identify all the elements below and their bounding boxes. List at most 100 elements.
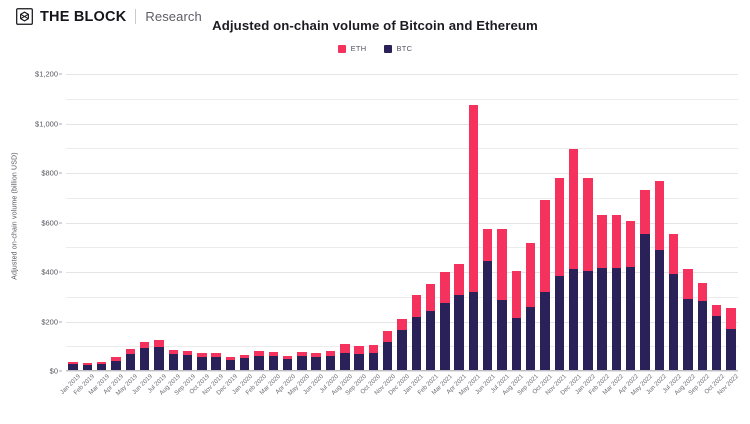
bar-group[interactable] bbox=[297, 351, 307, 371]
hexagon-block-logo-icon bbox=[16, 8, 33, 25]
bar-segment-eth bbox=[697, 282, 707, 302]
bar-segment-btc bbox=[225, 359, 236, 371]
bar-segment-btc bbox=[382, 341, 393, 371]
brand-subtitle: Research bbox=[145, 9, 202, 24]
bar-segment-eth bbox=[583, 178, 593, 271]
bar-segment-eth bbox=[654, 180, 665, 251]
bar-group[interactable] bbox=[611, 214, 622, 371]
x-axis-baseline bbox=[66, 370, 738, 371]
x-axis-labels: Jan 2019 Feb 2019 Mar 2019 Apr 2019 May 2019… bbox=[59, 373, 740, 423]
bar-group[interactable] bbox=[254, 350, 264, 371]
bar-group[interactable] bbox=[497, 229, 507, 371]
bar-group[interactable] bbox=[726, 307, 736, 371]
y-axis-tick-mark bbox=[59, 370, 62, 372]
bar-group[interactable] bbox=[468, 105, 479, 371]
bar-group[interactable] bbox=[168, 349, 178, 371]
bar-group[interactable] bbox=[483, 228, 493, 371]
y-axis-tick-label: $800 bbox=[41, 168, 58, 178]
bar-segment-btc bbox=[454, 295, 464, 371]
bar-group[interactable] bbox=[568, 149, 579, 371]
bar-group[interactable] bbox=[668, 234, 679, 371]
gridline bbox=[66, 197, 738, 199]
bar-segment-eth bbox=[268, 352, 279, 357]
bar-group[interactable] bbox=[68, 361, 78, 371]
y-axis-tick-mark bbox=[59, 271, 62, 273]
bar-group[interactable] bbox=[354, 346, 364, 371]
bar-group[interactable] bbox=[97, 361, 107, 371]
bar-segment-btc bbox=[97, 364, 107, 371]
bar-segment-eth bbox=[82, 362, 93, 366]
bar-group[interactable] bbox=[225, 357, 236, 371]
bar-segment-btc bbox=[297, 356, 307, 371]
gridline bbox=[66, 222, 738, 224]
bar-segment-eth bbox=[626, 221, 636, 267]
bar-group[interactable] bbox=[654, 180, 665, 371]
bar-segment-eth bbox=[497, 229, 507, 300]
bar-group[interactable] bbox=[240, 354, 250, 371]
bar-group[interactable] bbox=[454, 263, 464, 371]
y-axis-tick-label: $0 bbox=[49, 366, 58, 376]
gridline bbox=[66, 296, 738, 298]
bar-group[interactable] bbox=[697, 282, 707, 371]
bar-segment-btc bbox=[497, 299, 507, 371]
bar-group[interactable] bbox=[540, 200, 550, 371]
bar-group[interactable] bbox=[182, 351, 193, 371]
bar-segment-eth bbox=[154, 339, 164, 347]
bar-group[interactable] bbox=[554, 178, 564, 371]
bar-group[interactable] bbox=[397, 319, 407, 371]
legend-item-btc[interactable]: BTC bbox=[383, 44, 413, 53]
bar-group[interactable] bbox=[282, 356, 293, 371]
bar-group[interactable] bbox=[425, 283, 436, 371]
bar-segment-btc bbox=[726, 329, 736, 371]
bar-segment-btc bbox=[483, 261, 493, 371]
bar-segment-eth bbox=[211, 353, 221, 357]
bar-group[interactable] bbox=[211, 353, 221, 371]
bar-group[interactable] bbox=[683, 268, 693, 371]
bar-segment-btc bbox=[197, 356, 207, 371]
bar-segment-eth bbox=[382, 330, 393, 342]
bar-segment-eth bbox=[325, 350, 336, 356]
bar-segment-eth bbox=[368, 345, 379, 353]
bar-group[interactable] bbox=[197, 352, 207, 371]
legend-item-eth[interactable]: ETH bbox=[337, 44, 367, 53]
bar-group[interactable] bbox=[154, 339, 164, 371]
bar-segment-eth bbox=[340, 344, 350, 354]
y-axis-tick-label: $600 bbox=[41, 218, 58, 227]
bar-group[interactable] bbox=[583, 178, 593, 371]
bar-group[interactable] bbox=[311, 352, 321, 371]
bar-group[interactable] bbox=[111, 357, 121, 371]
bar-group[interactable] bbox=[711, 305, 722, 371]
bar-group[interactable] bbox=[626, 221, 636, 371]
bar-group[interactable] bbox=[640, 190, 650, 371]
bar-segment-btc bbox=[254, 355, 264, 371]
bar-segment-btc bbox=[111, 360, 121, 371]
y-axis-tick-label: $1,000 bbox=[35, 119, 58, 128]
bar-group[interactable] bbox=[125, 349, 136, 371]
bar-segment-eth bbox=[425, 283, 436, 312]
bar-segment-btc bbox=[282, 359, 293, 371]
bar-segment-btc bbox=[583, 270, 593, 371]
bar-group[interactable] bbox=[139, 342, 150, 371]
bar-segment-btc bbox=[425, 311, 436, 371]
bar-group[interactable] bbox=[597, 215, 607, 371]
y-axis-tick-mark bbox=[59, 222, 62, 223]
gridline bbox=[66, 371, 738, 372]
y-axis-tick-mark bbox=[59, 172, 62, 174]
bar-group[interactable] bbox=[325, 350, 336, 371]
bar-group[interactable] bbox=[525, 242, 536, 371]
bar-group[interactable] bbox=[411, 294, 421, 371]
bar-group[interactable] bbox=[368, 345, 379, 371]
bar-segment-btc bbox=[268, 356, 279, 371]
bar-segment-eth bbox=[726, 307, 736, 330]
bar-group[interactable] bbox=[511, 270, 522, 371]
bar-group[interactable] bbox=[268, 352, 279, 371]
bar-segment-btc bbox=[325, 355, 336, 371]
bar-segment-btc bbox=[139, 348, 150, 371]
bar-group[interactable] bbox=[382, 330, 393, 371]
bar-group[interactable] bbox=[440, 271, 450, 371]
bar-segment-btc bbox=[554, 275, 564, 371]
bar-group[interactable] bbox=[340, 344, 350, 371]
bar-series-container bbox=[66, 74, 738, 371]
brand-header: THE BLOCK Research bbox=[16, 8, 202, 25]
bar-group[interactable] bbox=[82, 362, 93, 371]
